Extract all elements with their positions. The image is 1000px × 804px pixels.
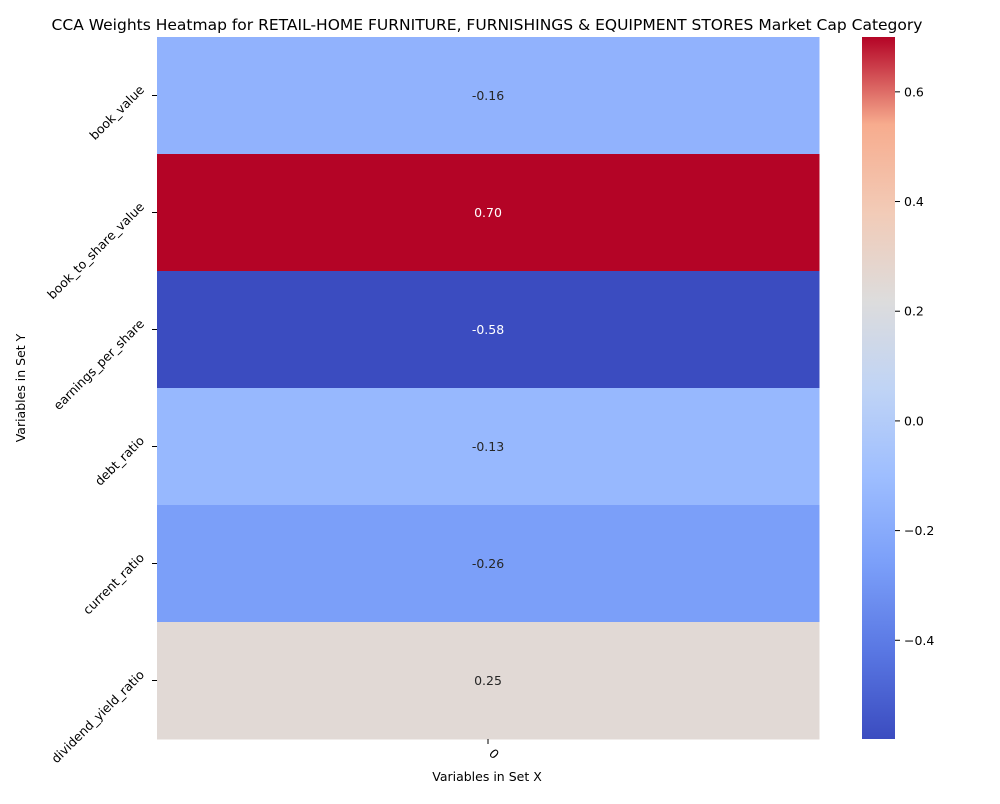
y-axis-ticks: book_value book_to_share_value earnings_pe…: [44, 82, 157, 766]
y-tick-label: debt_ratio: [92, 433, 148, 489]
heatmap-cells: [157, 37, 820, 740]
y-tick-label: book_value: [86, 82, 147, 143]
cell-value-label: 0.70: [474, 205, 502, 220]
colorbar-tick-label: 0.4: [904, 194, 924, 209]
y-tick-label: dividend_yield_ratio: [48, 667, 147, 766]
x-tick-label: 0: [486, 746, 502, 762]
chart-title: CCA Weights Heatmap for RETAIL-HOME FURN…: [52, 16, 923, 34]
colorbar-ticks: 0.6 0.4 0.2 0.0 −0.2 −0.4: [895, 84, 934, 648]
y-tick-label: earnings_per_share: [50, 316, 147, 413]
heatmap-cell: [157, 505, 820, 623]
cell-value-labels: -0.16 0.70 -0.58 -0.13 -0.26 0.25: [472, 88, 504, 688]
colorbar-tick-label: 0.0: [904, 413, 924, 428]
heatmap-cell: [157, 271, 820, 389]
heatmap-cell: [157, 388, 820, 506]
cell-value-label: -0.58: [472, 322, 504, 337]
colorbar-tick-label: 0.2: [904, 304, 924, 319]
y-axis-label: Variables in Set Y: [13, 333, 28, 442]
x-axis-ticks: 0: [486, 739, 502, 762]
colorbar: [862, 37, 895, 739]
cell-value-label: 0.25: [474, 673, 502, 688]
y-tick-label: book_to_share_value: [44, 199, 147, 302]
colorbar-tick-label: −0.2: [904, 523, 934, 538]
x-axis-label: Variables in Set X: [432, 769, 542, 784]
heatmap-cell: [157, 154, 820, 272]
cell-value-label: -0.26: [472, 556, 504, 571]
colorbar-tick-label: 0.6: [904, 84, 924, 99]
cell-value-label: -0.13: [472, 439, 504, 454]
heatmap-cell: [157, 37, 820, 155]
colorbar-tick-label: −0.4: [904, 633, 934, 648]
heatmap-cell: [157, 622, 820, 740]
cell-value-label: -0.16: [472, 88, 504, 103]
y-tick-label: current_ratio: [80, 550, 147, 617]
